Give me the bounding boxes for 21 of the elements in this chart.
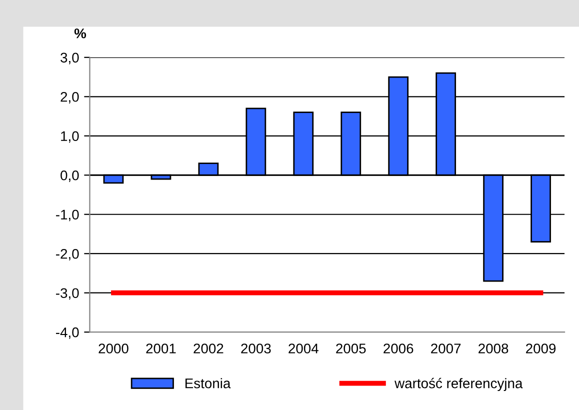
y-tick-label: 3,0 xyxy=(60,52,79,64)
x-tick-label: 2009 xyxy=(526,344,556,354)
x-tick-label: 2006 xyxy=(384,344,414,354)
x-tick-label: 2001 xyxy=(146,344,176,354)
y-tick-label: -1,0 xyxy=(56,210,79,222)
x-tick-label: 2007 xyxy=(431,344,461,354)
legend-label: Estonia xyxy=(185,378,231,388)
y-tick-label: 1,0 xyxy=(61,131,79,143)
x-tick-label: 2008 xyxy=(478,344,508,354)
y-tick-label: -3,0 xyxy=(56,288,79,300)
y-tick-label: -2,0 xyxy=(56,248,79,260)
x-tick-label: 2002 xyxy=(194,344,224,354)
y-axis-title: % xyxy=(74,28,86,38)
x-tick-label: 2005 xyxy=(336,344,366,354)
x-tick-label: 2003 xyxy=(241,344,271,354)
y-tick-label: -4,0 xyxy=(56,327,79,339)
y-tick-label: 2,0 xyxy=(60,92,79,104)
x-tick-label: 2004 xyxy=(288,344,318,354)
x-tick-label: 2000 xyxy=(98,344,128,354)
legend-label: wartość referencyjna xyxy=(394,378,523,392)
y-tick-label: 0,0 xyxy=(60,170,79,182)
